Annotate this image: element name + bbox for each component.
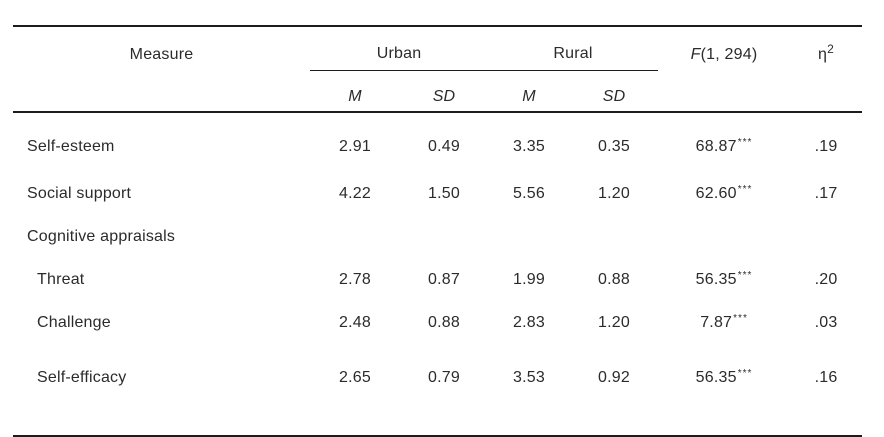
urban-sd-cell [400,215,488,258]
urban-sd-cell: 0.79 [428,368,460,386]
col-header-urban-mean: M [310,70,400,113]
header-row-spanners: Measure Urban Rural F(1, 294) η2 [13,26,863,113]
f-degrees-of-freedom: (1, 294) [700,46,758,63]
row-label: Cognitive appraisals [27,227,176,245]
eta-exponent: 2 [827,42,835,56]
urban-mean-cell: 2.78 [339,270,371,288]
table-row-self-esteem: Self-esteem 2.91 0.49 3.35 0.35 68.87***… [13,112,862,172]
urban-mean-cell: 2.48 [339,313,371,331]
col-header-eta-squared: η2 [790,26,863,113]
significance-stars: *** [737,367,753,379]
f-value: 56.35 [695,270,737,288]
table-row-social-support: Social support 4.22 1.50 5.56 1.20 62.60… [13,172,862,215]
anova-results-table: Measure Urban Rural F(1, 294) η2 M SD M … [13,25,863,437]
rural-mean-cell: 3.35 [513,137,545,155]
urban-mean-cell: 2.65 [339,368,371,386]
row-label: Self-efficacy [37,368,127,386]
rural-sd-cell [570,215,658,258]
f-value-cell: 68.87*** [658,112,790,172]
header-row-statistics: M SD M SD [13,70,862,113]
rural-sd-cell: 1.20 [598,313,630,331]
eta-symbol: η [818,46,828,63]
urban-mean-cell: 4.22 [339,184,371,202]
rural-sd-cell: 0.92 [598,368,630,386]
rural-sd-cell: 0.88 [598,270,630,288]
significance-stars: *** [733,312,748,324]
col-header-urban-sd: SD [400,70,489,113]
significance-stars: *** [737,136,753,148]
rural-mean-cell: 3.53 [513,368,545,386]
urban-mean-cell: 2.91 [339,137,371,155]
f-value-cell: 7.87*** [658,301,790,344]
col-header-rural-mean: M [488,70,571,113]
rural-mean-cell [488,215,570,258]
rural-mean-cell: 2.83 [513,313,545,331]
table-row-challenge: Challenge 2.48 0.88 2.83 1.20 7.87*** .0… [13,301,862,344]
urban-mean-cell [310,215,400,258]
row-label: Challenge [37,313,111,331]
row-label: Self-esteem [27,137,115,155]
eta-squared-cell: .19 [814,137,838,155]
urban-sd-cell: 0.87 [428,270,460,288]
eta-squared-cell: .03 [814,313,838,331]
urban-sd-cell: 0.49 [428,137,460,155]
f-symbol: F [690,46,701,63]
rural-sd-cell: 0.35 [598,137,630,155]
eta-squared-cell: .16 [814,368,838,386]
rural-sd-cell: 1.20 [598,184,630,202]
col-header-rural: Rural [488,26,659,71]
significance-stars: *** [737,269,753,281]
f-value: 68.87 [695,137,737,155]
col-header-measure: Measure [13,26,310,113]
eta-squared-cell: .17 [814,184,838,202]
f-value-cell [658,215,790,258]
col-header-rural-sd: SD [570,70,659,113]
f-value: 56.35 [695,368,737,386]
eta-squared-cell [790,215,862,258]
col-header-f-statistic: F(1, 294) [658,26,791,113]
significance-stars: *** [737,183,753,195]
urban-sd-cell: 1.50 [428,184,460,202]
rural-mean-cell: 1.99 [513,270,545,288]
f-value-cell: 56.35*** [658,258,790,301]
row-label: Threat [37,270,85,288]
table-body: Self-esteem 2.91 0.49 3.35 0.35 68.87***… [13,112,862,436]
col-header-urban: Urban [310,26,489,71]
f-value-cell: 56.35*** [658,344,790,436]
table-row-threat: Threat 2.78 0.87 1.99 0.88 56.35*** .20 [13,258,862,301]
table-row-cognitive-appraisals-group: Cognitive appraisals [13,215,862,258]
urban-sd-cell: 0.88 [428,313,460,331]
table-row-self-efficacy: Self-efficacy 2.65 0.79 3.53 0.92 56.35*… [13,344,862,436]
row-label: Social support [27,184,132,202]
rural-mean-cell: 5.56 [513,184,545,202]
f-value-cell: 62.60*** [658,172,790,215]
f-value: 62.60 [695,184,737,202]
eta-squared-cell: .20 [814,270,838,288]
f-value: 7.87 [700,313,733,331]
